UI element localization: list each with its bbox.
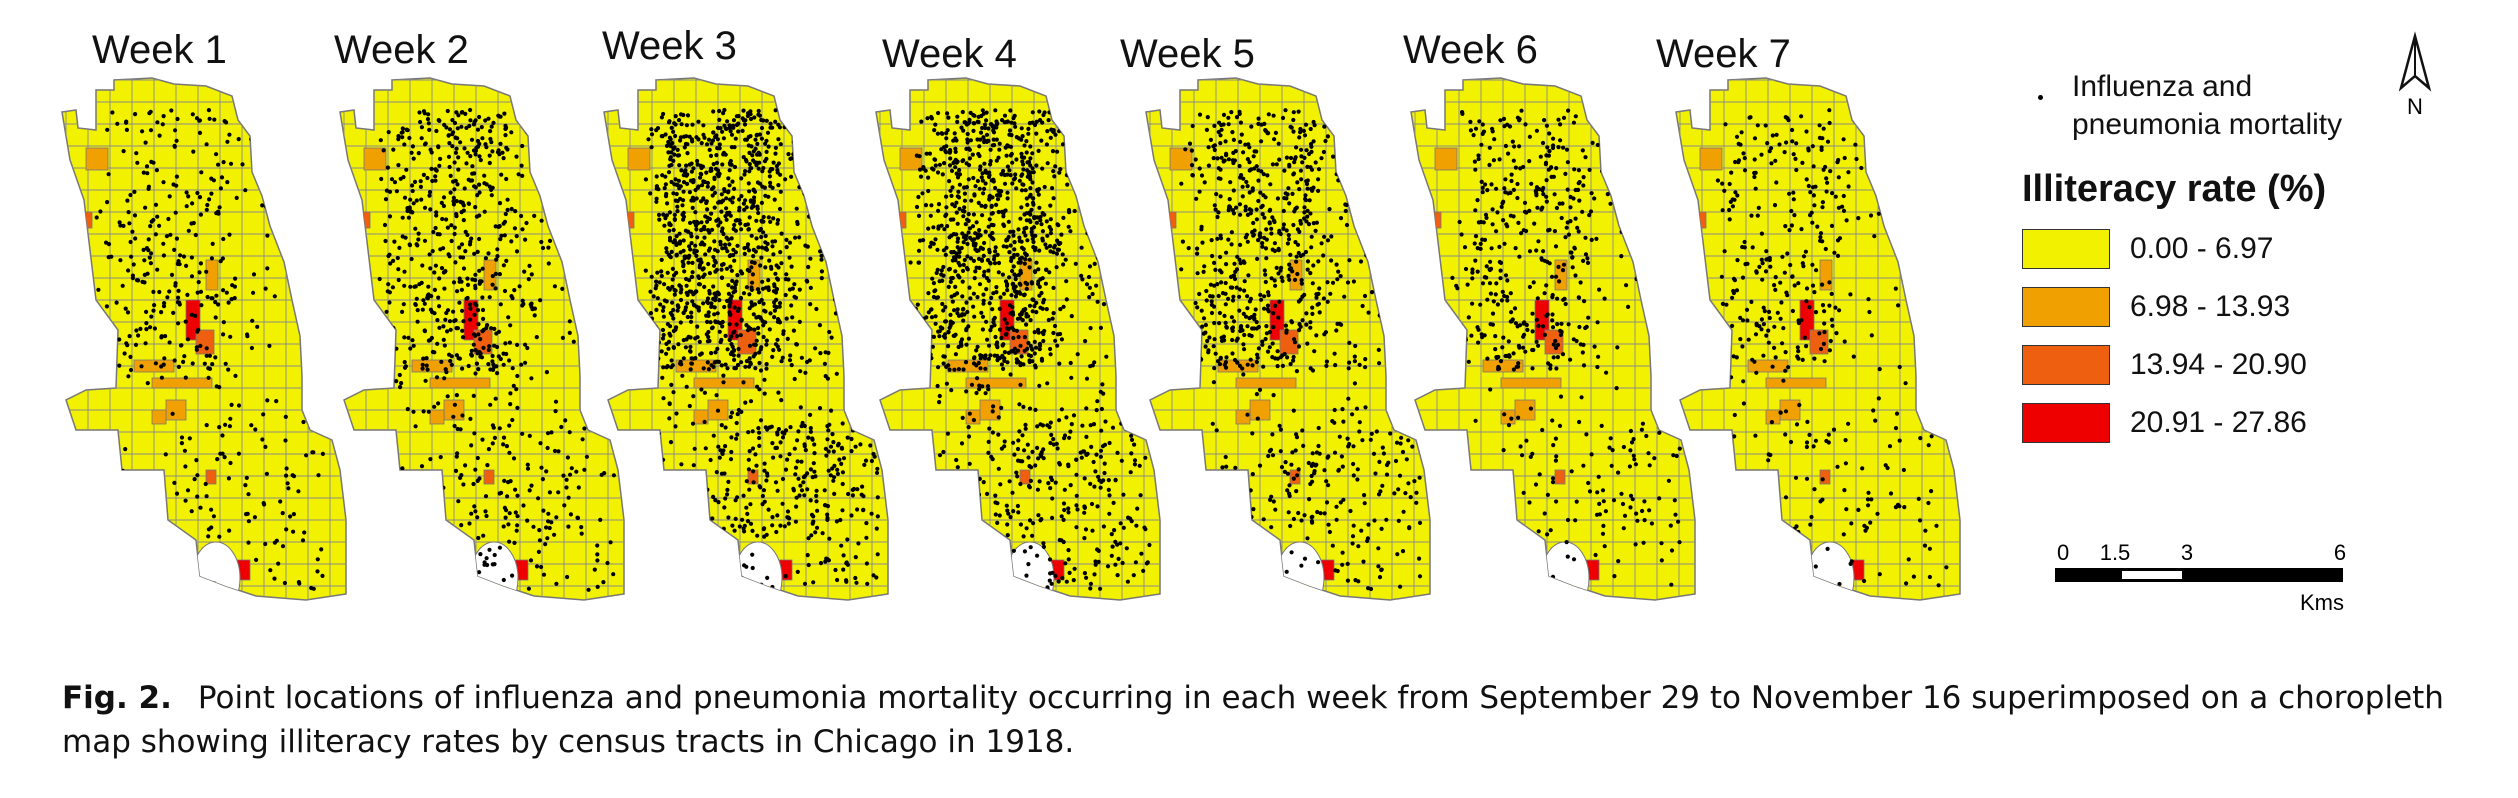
week-label-2: Week 2 [334, 28, 469, 72]
scale-tick-6: 6 [2334, 540, 2346, 565]
map-panels [61, 77, 1961, 601]
week-label-5: Week 5 [1120, 32, 1255, 76]
scale-bar: 0 1.5 3 6 Kms [2055, 540, 2346, 615]
legend-swatch-4 [2022, 403, 2110, 443]
legend-swatch-3 [2022, 345, 2110, 385]
legend-item-2: 6.98 - 13.93 [2022, 286, 2290, 328]
week-label-7: Week 7 [1656, 32, 1791, 76]
map-panel-week-3 [603, 77, 889, 601]
legend-item-4: 20.91 - 27.86 [2022, 402, 2307, 444]
north-arrow-label: N [2407, 94, 2423, 119]
week-label-1: Week 1 [92, 28, 227, 72]
legend-label-3: 13.94 - 20.90 [2130, 348, 2307, 381]
map-panel-week-2 [339, 77, 625, 601]
legend-swatch-2 [2022, 287, 2110, 327]
map-panel-week-4 [875, 77, 1161, 601]
legend-label-1: 0.00 - 6.97 [2130, 232, 2274, 265]
caption-label: Fig. 2. [62, 680, 172, 716]
figure-caption: Fig. 2. Point locations of influenza and … [62, 676, 2502, 764]
week-label-3: Week 3 [602, 24, 737, 68]
legend-item-3: 13.94 - 20.90 [2022, 344, 2307, 386]
map-panel-week-7 [1675, 77, 1961, 601]
scale-tick-0: 0 [2057, 540, 2069, 565]
legend-label-4: 20.91 - 27.86 [2130, 406, 2307, 439]
week-label-4: Week 4 [882, 32, 1017, 76]
legend-item-1: 0.00 - 6.97 [2022, 228, 2273, 270]
week-label-6: Week 6 [1403, 28, 1538, 72]
scale-unit: Kms [2300, 590, 2344, 615]
map-panel-week-6 [1410, 77, 1696, 601]
scale-tick-1-5: 1.5 [2100, 540, 2131, 565]
scale-tick-3: 3 [2181, 540, 2193, 565]
mortality-point-symbol [2038, 95, 2043, 100]
north-arrow-icon: N [2398, 31, 2432, 119]
map-panel-week-1 [61, 77, 347, 601]
mortality-point-legend-label: Influenza and pneumonia mortality [2072, 70, 2343, 141]
legend-swatch-1 [2022, 229, 2110, 269]
map-panel-week-5 [1145, 77, 1431, 601]
legend-title: Illiteracy rate (%) [2022, 168, 2327, 210]
legend-label-2: 6.98 - 13.93 [2130, 290, 2291, 323]
caption-text: Point locations of influenza and pneumon… [62, 680, 2444, 760]
